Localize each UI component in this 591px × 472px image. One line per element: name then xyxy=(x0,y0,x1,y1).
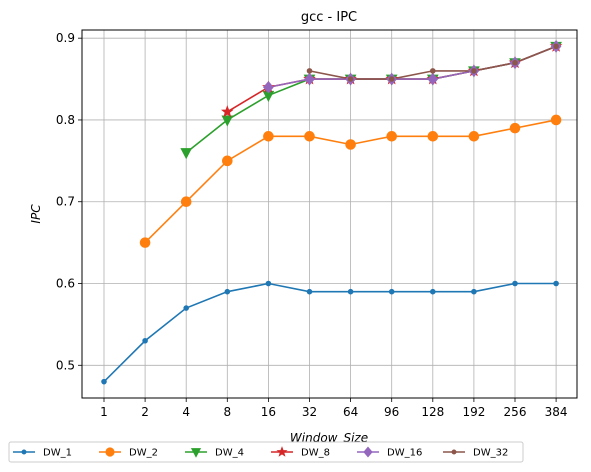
x-tick-label: 128 xyxy=(421,405,444,419)
legend-box xyxy=(8,441,524,463)
data-point-dw-16 xyxy=(427,72,439,86)
legend-label-dw-2: DW_2 xyxy=(129,448,158,459)
data-point-dw-1 xyxy=(430,288,436,295)
legend-marker-dw-1 xyxy=(21,449,27,455)
grid-lines xyxy=(82,30,577,398)
data-point-dw-2 xyxy=(386,131,398,142)
chart-title: gcc - IPC xyxy=(301,10,357,25)
data-point-dw-2 xyxy=(263,131,274,142)
x-tick-label: 8 xyxy=(223,405,231,419)
legend-marker-dw-8 xyxy=(276,446,288,457)
x-tick-label: 64 xyxy=(343,405,358,419)
data-point-dw-1 xyxy=(224,288,231,295)
data-point-dw-1 xyxy=(101,378,107,385)
data-point-dw-1 xyxy=(183,305,189,311)
x-tick-label: 4 xyxy=(182,405,190,419)
data-point-dw-1 xyxy=(142,337,148,344)
data-point-dw-2 xyxy=(427,131,439,142)
data-point-dw-1 xyxy=(553,280,559,287)
legend-label-dw-8: DW_8 xyxy=(301,448,330,459)
series-markers xyxy=(101,39,563,385)
data-point-dw-1 xyxy=(512,280,518,287)
data-point-dw-1 xyxy=(306,288,313,295)
data-point-dw-32 xyxy=(347,76,354,82)
data-point-dw-2 xyxy=(468,131,480,142)
y-axis-ticks: 0.5 0.6 0.7 0.8 0.9 xyxy=(56,31,82,372)
data-point-dw-16 xyxy=(304,72,315,86)
y-axis-label: IPC xyxy=(29,204,43,224)
data-point-dw-32 xyxy=(512,59,518,66)
data-point-dw-32 xyxy=(388,76,395,82)
data-point-dw-16 xyxy=(263,80,274,94)
data-point-dw-2 xyxy=(180,196,192,208)
data-point-dw-4 xyxy=(180,148,193,160)
x-tick-label: 16 xyxy=(261,405,276,419)
x-tick-label: 1 xyxy=(100,405,108,419)
legend-label-dw-4: DW_4 xyxy=(215,448,244,459)
x-tick-label: 96 xyxy=(384,405,399,419)
legend-label-dw-32: DW_32 xyxy=(473,448,508,459)
series-line-dw-1 xyxy=(103,282,557,383)
data-point-dw-1 xyxy=(347,288,354,295)
x-tick-label: 2 xyxy=(141,405,149,419)
data-point-dw-1 xyxy=(265,280,272,287)
x-tick-label: 192 xyxy=(462,405,485,419)
data-point-dw-32 xyxy=(553,43,559,50)
plot-frame xyxy=(81,29,578,399)
legend-marker-dw-2 xyxy=(105,447,115,457)
data-point-dw-2 xyxy=(139,237,151,248)
legend-label-dw-16: DW_16 xyxy=(387,448,422,459)
legend-marker-dw-32 xyxy=(451,449,457,455)
data-point-dw-32 xyxy=(430,68,436,74)
data-point-dw-1 xyxy=(471,288,477,295)
legend-label-dw-1: DW_1 xyxy=(43,448,72,459)
data-point-dw-32 xyxy=(306,68,313,74)
data-point-dw-2 xyxy=(345,139,356,150)
data-point-dw-4 xyxy=(221,115,234,127)
data-point-dw-1 xyxy=(388,288,395,295)
y-tick-label: 0.8 xyxy=(56,113,75,127)
series-line-dw-4 xyxy=(185,45,557,154)
legend: DW_1 DW_2 DW_4 DW_8 DW_16 DW_32 xyxy=(8,441,524,463)
data-point-dw-2 xyxy=(509,122,521,134)
y-tick-label: 0.7 xyxy=(56,195,75,209)
x-tick-label: 32 xyxy=(302,405,317,419)
x-tick-label: 256 xyxy=(504,405,527,419)
data-point-dw-2 xyxy=(550,114,562,126)
data-point-dw-32 xyxy=(471,68,477,74)
x-tick-label: 384 xyxy=(545,405,568,419)
series-lines xyxy=(103,45,557,383)
y-tick-label: 0.5 xyxy=(56,358,75,372)
legend-marker-dw-4 xyxy=(190,448,202,458)
data-point-dw-2 xyxy=(222,155,233,167)
y-tick-label: 0.6 xyxy=(56,277,75,291)
y-tick-label: 0.9 xyxy=(56,31,75,45)
x-axis-ticks: 1 2 4 8 16 32 64 96 128 192 256 384 xyxy=(100,398,568,419)
legend-marker-dw-16 xyxy=(363,446,373,458)
data-point-dw-8 xyxy=(221,105,234,118)
data-point-dw-2 xyxy=(304,131,315,142)
